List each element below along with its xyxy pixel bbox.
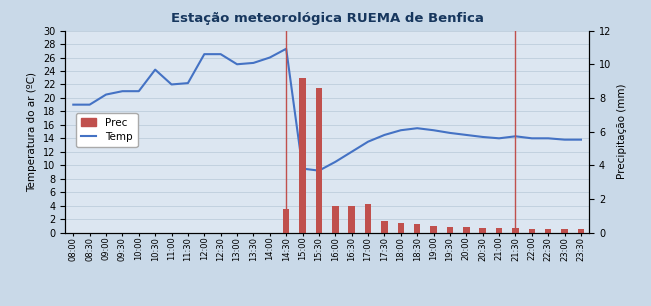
Bar [545, 229, 551, 233]
Bar [496, 228, 503, 233]
Bar [332, 206, 339, 233]
Bar [348, 206, 355, 233]
Bar [381, 221, 388, 233]
Bar [479, 228, 486, 233]
Bar [577, 229, 584, 233]
Bar [365, 204, 371, 233]
Bar [283, 209, 290, 233]
Bar [299, 78, 306, 233]
Bar [398, 223, 404, 233]
Bar [316, 88, 322, 233]
Bar [512, 228, 519, 233]
Bar [561, 229, 568, 233]
Bar [463, 227, 469, 233]
Y-axis label: Precipitação (mm): Precipitação (mm) [616, 84, 627, 179]
Bar [430, 226, 437, 233]
Y-axis label: Temperatura do ar (ºC): Temperatura do ar (ºC) [27, 72, 37, 192]
Title: Estação meteorológica RUEMA de Benfica: Estação meteorológica RUEMA de Benfica [171, 12, 484, 25]
Bar [414, 224, 421, 233]
Legend: Prec, Temp: Prec, Temp [76, 113, 137, 147]
Bar [529, 229, 535, 233]
Bar [447, 227, 453, 233]
